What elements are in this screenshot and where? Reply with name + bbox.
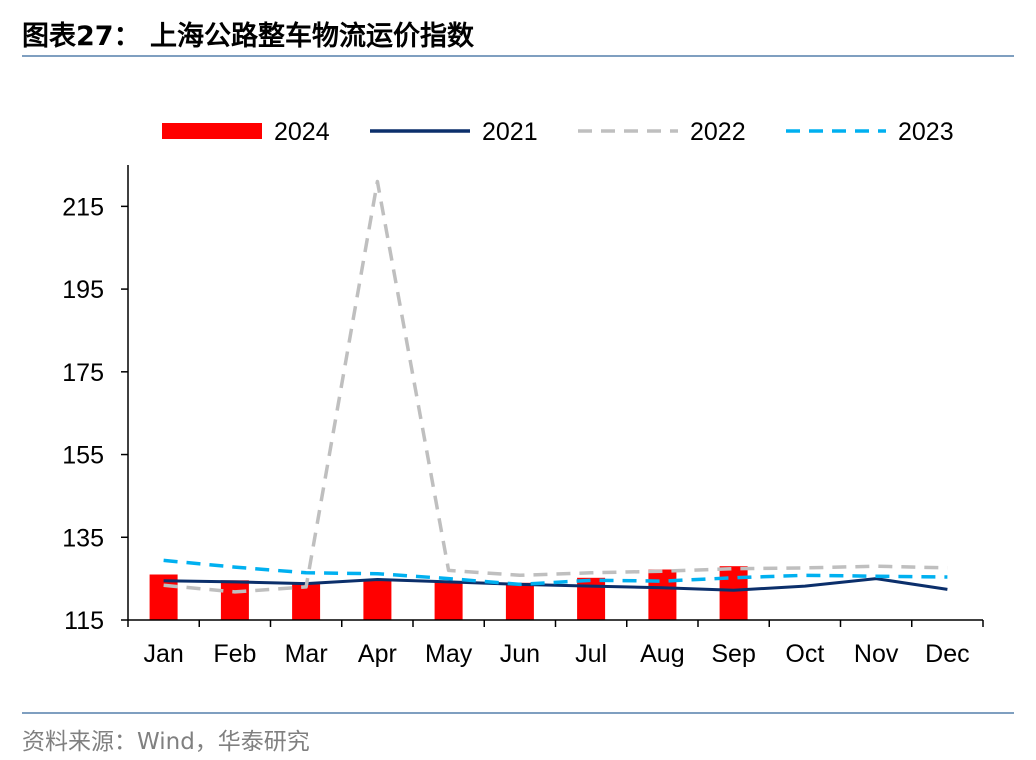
y-tick-label: 195 <box>62 276 104 304</box>
x-tick-label: Apr <box>358 640 397 668</box>
x-tick-label: Dec <box>925 640 969 668</box>
x-tick-label: Jan <box>143 640 183 668</box>
x-tick-label: Oct <box>785 640 824 668</box>
legend-label-2022: 2022 <box>690 118 746 146</box>
legend-swatch-2024 <box>162 123 262 139</box>
chart-title: 图表27： 上海公路整车物流运价指数 <box>22 21 474 52</box>
legend-label-2021: 2021 <box>482 118 538 146</box>
bar-2024-mar <box>292 583 321 620</box>
bar-2024-jun <box>505 582 534 620</box>
bar-2024-may <box>434 581 463 620</box>
y-tick-label: 175 <box>62 359 104 387</box>
x-tick-label: Mar <box>285 640 328 668</box>
x-tick-label: Aug <box>640 640 684 668</box>
source-note: 资料来源：Wind，华泰研究 <box>22 729 310 755</box>
x-tick-label: Feb <box>213 640 256 668</box>
bar-2024-apr <box>363 580 392 620</box>
line-series-2022 <box>163 179 948 594</box>
line-series-2021 <box>163 577 948 592</box>
x-tick-label: Nov <box>854 640 899 668</box>
x-tick-label: Jun <box>500 640 540 668</box>
x-tick-label: May <box>425 640 473 668</box>
bar-2024-feb <box>220 580 249 620</box>
y-tick-label: 115 <box>64 607 104 635</box>
legend-label-2024: 2024 <box>274 118 330 146</box>
legend-label-2023: 2023 <box>898 118 954 146</box>
footer-divider <box>22 712 1014 714</box>
bar-2024-aug <box>648 569 677 620</box>
x-tick-label: Jul <box>575 640 607 668</box>
bar-2024-jul <box>577 577 606 620</box>
y-tick-label: 155 <box>62 442 104 470</box>
line-series-2023 <box>163 558 948 587</box>
x-tick-label: Sep <box>711 640 755 668</box>
y-tick-label: 215 <box>62 193 104 221</box>
y-tick-label: 135 <box>62 524 104 552</box>
title-divider <box>22 55 1014 57</box>
bar-2024-sep <box>719 566 748 620</box>
